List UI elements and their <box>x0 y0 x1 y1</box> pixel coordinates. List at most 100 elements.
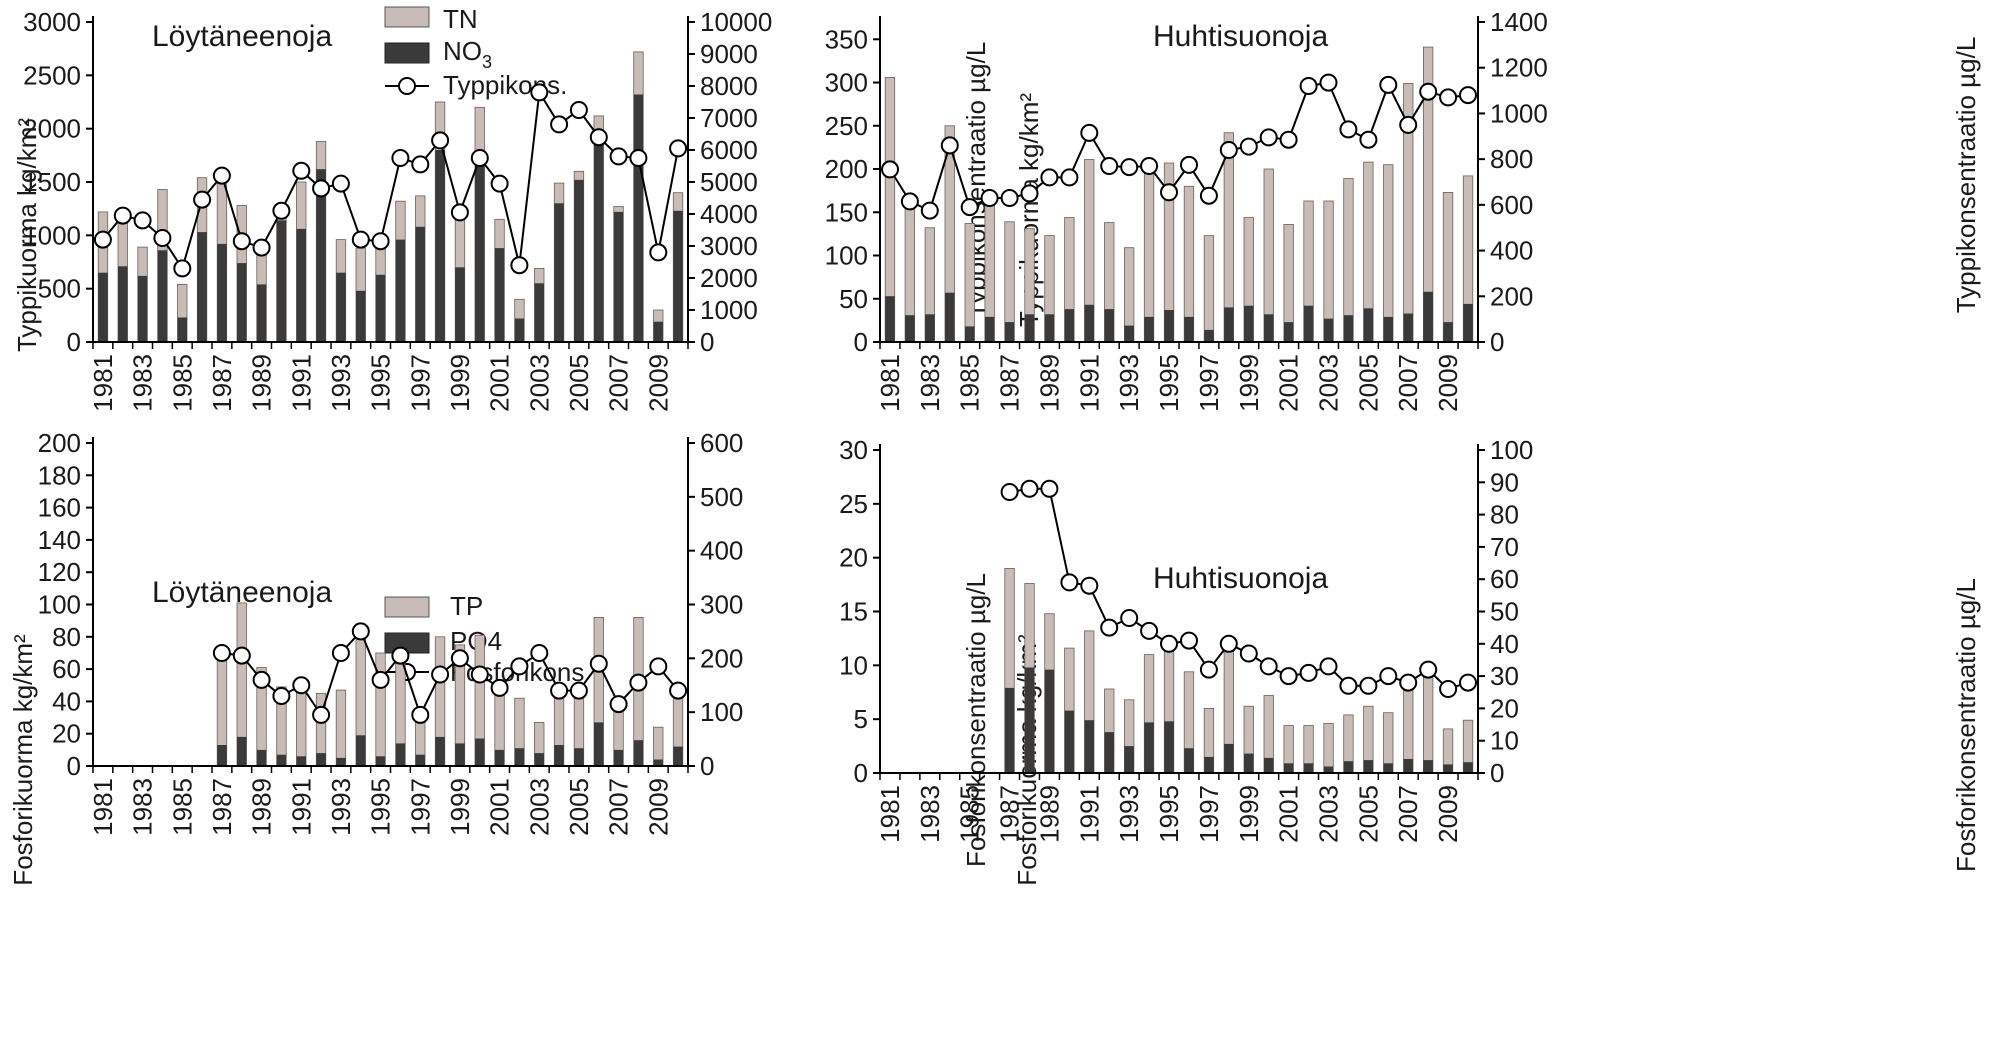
bar-no3-1986 <box>984 316 995 342</box>
concentration-point-1995 <box>1160 634 1178 653</box>
x-tick-label: 2001 <box>485 778 515 836</box>
x-tick-label: 2007 <box>604 778 634 836</box>
bar-po4-1998 <box>1224 743 1234 773</box>
concentration-point-1998 <box>1219 141 1238 159</box>
y-tick-label-right: 5000 <box>700 167 758 197</box>
concentration-point-1999 <box>1239 644 1258 663</box>
x-tick-label: 1997 <box>405 778 435 836</box>
series-po4 <box>217 722 683 766</box>
bar-po4-2005 <box>574 748 584 766</box>
bar-no3-1999 <box>1244 305 1254 342</box>
concentration-point-2007 <box>609 695 628 714</box>
concentration-point-1992 <box>312 705 331 724</box>
y-tick-label-left: 1500 <box>23 167 81 197</box>
x-tick-label: 2001 <box>1274 354 1304 412</box>
concentration-point-1988 <box>1020 184 1039 203</box>
y-tick-label-right: 8000 <box>700 71 758 101</box>
x-tick-label: 1985 <box>955 354 985 412</box>
x-tick-label: 1991 <box>1074 354 1104 412</box>
bar-po4-1987 <box>1004 687 1015 773</box>
x-tick-label: 1981 <box>88 778 118 836</box>
concentration-point-1999 <box>1239 137 1258 156</box>
bar-po4-1989 <box>1044 669 1055 773</box>
concentration-point-2004 <box>1339 120 1358 139</box>
y-axis-title-right: Fosforikonsentraatio µg/L <box>961 573 991 867</box>
panel-phosphorus-huhtisuonoja: Huhtisuonoja Fosforikuorma kg/km² Fosfor… <box>839 435 1981 886</box>
concentration-point-2010 <box>669 139 688 158</box>
concentration-point-1988 <box>1020 479 1039 498</box>
y-tick-label-left: 200 <box>825 154 868 184</box>
y-tick-label-left: 80 <box>52 622 81 652</box>
bar-po4-2009 <box>1443 764 1453 773</box>
x-tick-label: 1983 <box>128 354 158 412</box>
bar-po4-2001 <box>1283 763 1294 773</box>
y-tick-label-right: 500 <box>700 482 743 512</box>
bar-no3-1982 <box>905 315 915 342</box>
concentration-point-1985 <box>960 198 979 217</box>
y-tick-label-left: 3000 <box>23 7 81 37</box>
bar-po4-1994 <box>1144 722 1154 773</box>
panel-title: Huhtisuonoja <box>1153 20 1328 53</box>
x-tick-label: 1993 <box>326 778 356 836</box>
x-tick-label: 1995 <box>1154 785 1184 843</box>
y-tick-label-left: 30 <box>839 435 868 465</box>
y-tick-label-right: 6000 <box>700 135 758 165</box>
bar-no3-2000 <box>475 160 485 342</box>
bar-po4-1995 <box>1164 721 1174 773</box>
bar-no3-2009 <box>653 321 663 342</box>
bar-no3-1995 <box>375 274 386 342</box>
bar-po4-2009 <box>653 759 663 766</box>
y-tick-label-right: 2000 <box>700 263 758 293</box>
concentration-point-1994 <box>1140 621 1159 640</box>
concentration-point-2001 <box>1279 667 1298 686</box>
bar-tn-1994 <box>1143 172 1155 343</box>
bar-no3-2005 <box>574 179 584 342</box>
x-tick-label: 2009 <box>643 778 673 836</box>
x-tick-label: 2009 <box>643 354 673 412</box>
bar-no3-1984 <box>945 292 955 342</box>
bar-no3-2000 <box>1264 314 1274 342</box>
bar-no3-1985 <box>177 317 187 342</box>
y-tick-label-left: 500 <box>38 274 81 304</box>
concentration-point-1998 <box>431 131 450 150</box>
bar-no3-1994 <box>1144 316 1154 342</box>
concentration-point-1996 <box>391 149 410 167</box>
concentration-point-2003 <box>530 644 549 662</box>
x-tick-label: 2001 <box>485 354 515 412</box>
concentration-point-2007 <box>609 147 628 166</box>
concentration-point-1996 <box>391 646 410 665</box>
concentration-point-2002 <box>1299 77 1318 95</box>
bar-po4-2007 <box>613 749 624 766</box>
concentration-point-1987 <box>1000 189 1019 207</box>
bar-po4-2005 <box>1363 760 1374 773</box>
x-tick-label: 1999 <box>445 354 475 412</box>
bar-no3-1998 <box>1224 307 1234 342</box>
bar-po4-2001 <box>494 749 505 766</box>
concentration-point-2010 <box>669 681 688 700</box>
concentration-point-2008 <box>1419 82 1438 101</box>
bar-no3-2004 <box>1343 315 1354 342</box>
concentration-point-1984 <box>153 229 172 247</box>
y-tick-label-left: 160 <box>38 493 81 523</box>
y-tick-label-right: 4000 <box>700 199 758 229</box>
series-no3 <box>885 291 1473 342</box>
bar-no3-1984 <box>157 250 168 342</box>
bar-po4-1991 <box>1084 720 1094 773</box>
x-tick-label: 2003 <box>1314 785 1344 843</box>
bar-no3-2010 <box>1463 303 1473 342</box>
bar-no3-2003 <box>1323 318 1334 342</box>
concentration-point-1996 <box>1180 155 1198 174</box>
bar-po4-1992 <box>316 753 326 766</box>
x-tick-label: 2003 <box>524 354 554 412</box>
bar-po4-2000 <box>475 738 485 766</box>
concentration-point-1986 <box>980 189 999 207</box>
x-tick-label: 1987 <box>207 354 237 412</box>
concentration-point-2009 <box>649 657 668 676</box>
y-axis-title-right: Fosforikonsentraatio µg/L <box>1951 578 1981 872</box>
concentration-point-2007 <box>1399 673 1418 692</box>
bar-tn-1985 <box>964 223 975 343</box>
concentration-point-1988 <box>232 646 251 665</box>
y-tick-label-right: 20 <box>1490 693 1519 723</box>
concentration-point-1987 <box>212 166 231 185</box>
bar-po4-2006 <box>594 722 604 766</box>
